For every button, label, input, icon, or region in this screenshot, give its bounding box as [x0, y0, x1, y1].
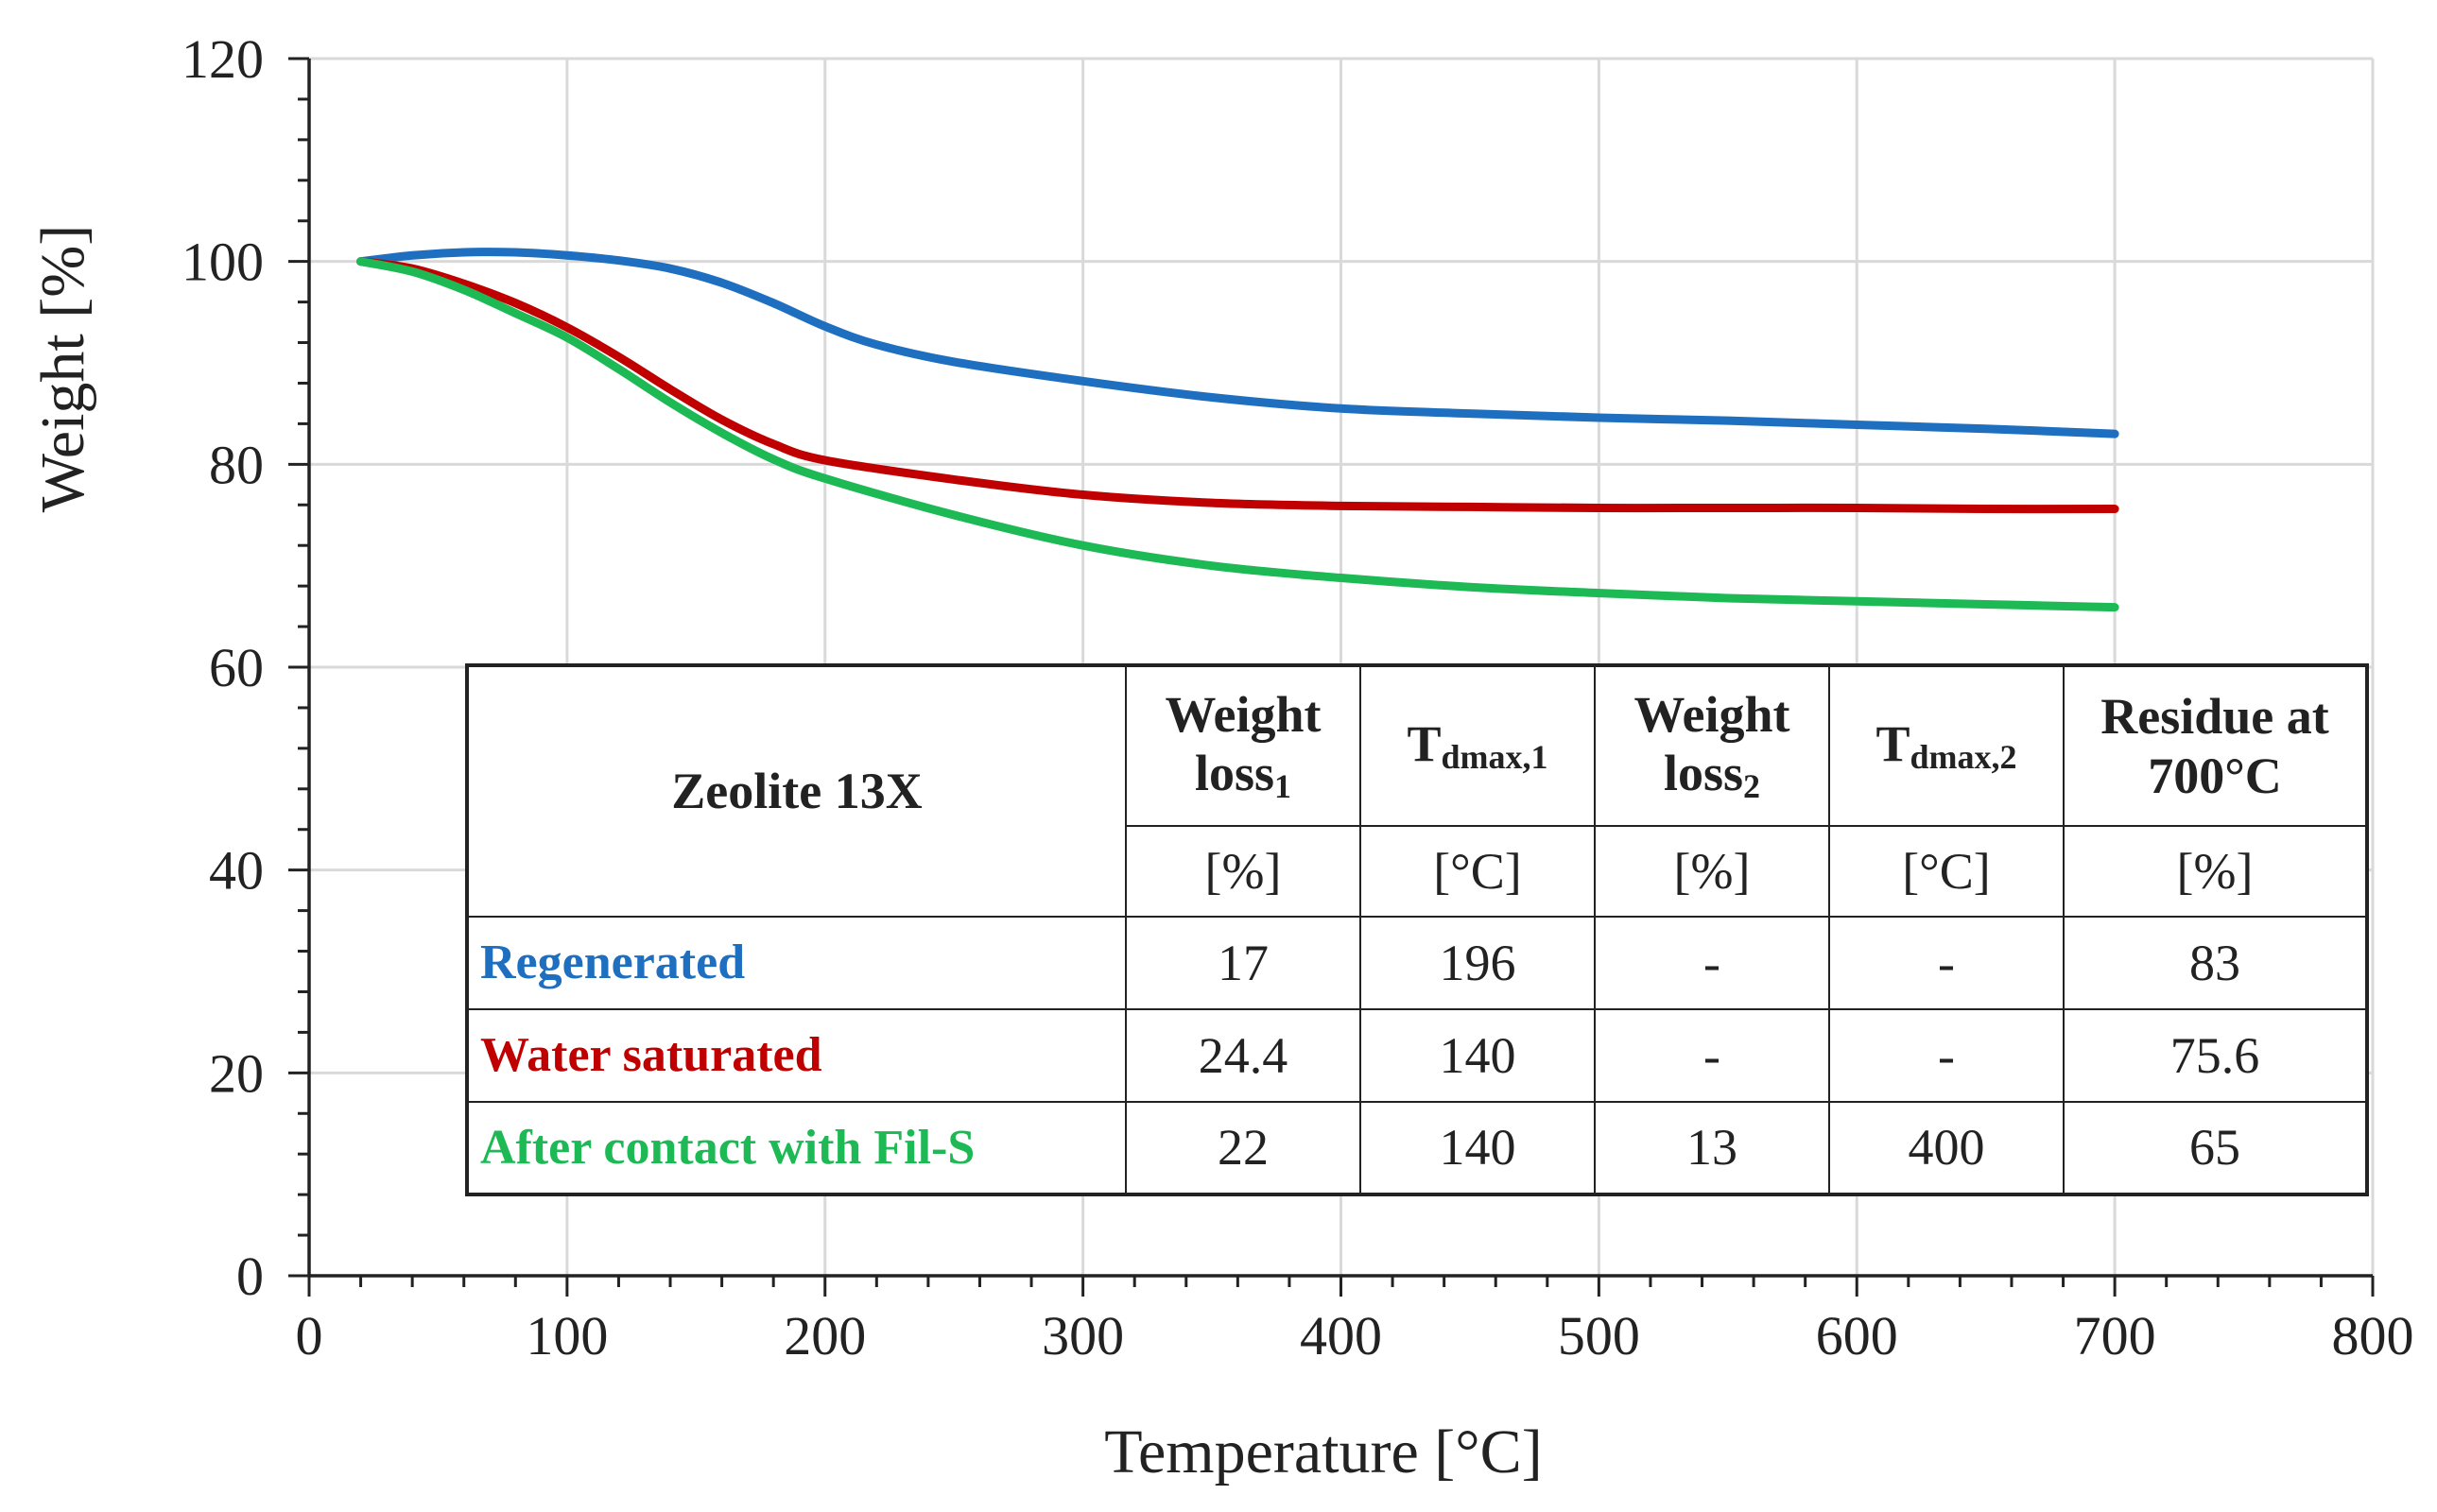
table-cell: 140 [1359, 1101, 1596, 1195]
series-line-after-contact-with-fil-s [356, 257, 2119, 612]
y-tick-label: 100 [181, 232, 264, 293]
y-tick-label: 60 [209, 637, 264, 698]
unit-cell: [°C] [1359, 825, 1596, 918]
unit-cell: [%] [1125, 825, 1361, 918]
header-tdmax-2: Tdmax,2 [1828, 664, 2065, 827]
x-tick-label: 0 [296, 1305, 323, 1366]
table-row: Regenerated 17 196 - - 83 [466, 916, 2368, 1010]
y-axis-title: Weight [%] [28, 225, 97, 512]
results-table: Zeolite 13X Weight loss1 Tdmax,1 Weight lo… [465, 663, 2369, 1196]
table-cell: 24.4 [1125, 1008, 1361, 1103]
y-tick-label: 120 [181, 28, 264, 90]
table-cell: 75.6 [2063, 1008, 2368, 1103]
series-line-water-saturated [356, 257, 2119, 514]
unit-cell: [%] [1594, 825, 1830, 918]
header-residue: Residue at 700°C [2063, 664, 2368, 827]
unit-cell: [°C] [1828, 825, 2065, 918]
y-tick-label: 20 [209, 1042, 264, 1104]
table-cell: 22 [1125, 1101, 1361, 1195]
table-cell: - [1594, 916, 1830, 1010]
row-label-water-saturated: Water saturated [466, 1008, 1127, 1103]
table-cell: - [1594, 1008, 1830, 1103]
x-tick-label: 200 [784, 1305, 866, 1366]
y-tick-label: 40 [209, 840, 264, 902]
row-label-regenerated: Regenerated [466, 916, 1127, 1010]
tick-labels: 0 20 40 60 80 100 120 0 100 200 300 400 500 600 700 800 [181, 28, 2414, 1366]
table-cell: 196 [1359, 916, 1596, 1010]
unit-cell: [%] [2063, 825, 2368, 918]
x-tick-label: 800 [2332, 1305, 2414, 1366]
axes [288, 57, 2375, 1297]
header-weight-loss-2: Weight loss2 [1594, 664, 1830, 827]
table-cell: 400 [1828, 1101, 2065, 1195]
table-cell: 17 [1125, 916, 1361, 1010]
table-row: After contact with Fil-S 22 140 13 400 6… [466, 1101, 2368, 1195]
y-tick-label: 80 [209, 434, 264, 495]
x-tick-label: 700 [2074, 1305, 2156, 1366]
header-tdmax-1: Tdmax,1 [1359, 664, 1596, 827]
y-tick-label: 0 [236, 1246, 264, 1307]
x-tick-label: 600 [1816, 1305, 1898, 1366]
x-tick-label: 400 [1300, 1305, 1382, 1366]
x-tick-label: 300 [1042, 1305, 1124, 1366]
table-cell: - [1828, 1008, 2065, 1103]
x-axis-title: Temperature [°C] [1104, 1418, 1542, 1486]
table-cell: 65 [2063, 1101, 2368, 1195]
series-line-regenerated [356, 248, 2119, 438]
table-cell: 13 [1594, 1101, 1830, 1195]
series-lines [356, 248, 2119, 612]
x-tick-label: 100 [526, 1305, 608, 1366]
table-cell: 140 [1359, 1008, 1596, 1103]
header-weight-loss-1: Weight loss1 [1125, 664, 1361, 827]
table-cell: 83 [2063, 916, 2368, 1010]
table-row: Water saturated 24.4 140 - - 75.6 [466, 1008, 2368, 1103]
row-label-after-contact: After contact with Fil-S [466, 1101, 1127, 1195]
x-tick-label: 500 [1558, 1305, 1640, 1366]
table-title: Zeolite 13X [671, 763, 923, 820]
table-cell: - [1828, 916, 2065, 1010]
table-title-cell: Zeolite 13X [466, 664, 1127, 918]
